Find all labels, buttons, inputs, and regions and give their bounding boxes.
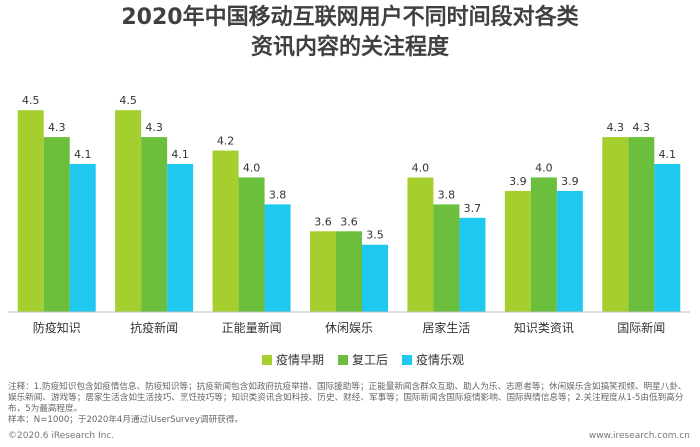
- bar-value-label-1-2: 4.1: [171, 148, 189, 161]
- bar-3-0: [310, 231, 336, 312]
- bar-5-1: [530, 177, 557, 312]
- bar-0-2: [69, 164, 96, 312]
- legend: 疫情早期 复工后 疫情乐观: [262, 351, 464, 368]
- bar-value-label-1-1: 4.3: [145, 121, 163, 134]
- bar-2-1: [238, 177, 265, 312]
- bar-value-label-3-2: 3.5: [366, 229, 384, 242]
- category-label-4: 居家生活: [422, 320, 470, 335]
- chart-note: 注释：1.防疫知识包含如疫情信息、防疫知识等；抗疫新闻包含如政府抗疫举措、国际援…: [8, 382, 692, 426]
- bar-0-0: [17, 110, 44, 312]
- chart-title-line-2: 资讯内容的关注程度: [250, 35, 449, 60]
- bar-value-label-2-0: 4.2: [217, 135, 235, 148]
- bar-value-label-3-0: 3.6: [314, 215, 332, 228]
- bar-5-0: [504, 190, 531, 312]
- bar-chart: 4.5 4.3 4.1 防疫知识 4.5 4.3 4.1 抗疫新闻 4.2 4.0 3.8 正能量新闻…: [8, 94, 690, 335]
- bar-4-1: [433, 204, 460, 312]
- bar-6-1: [628, 137, 655, 312]
- legend-label-resume-work: 复工后: [352, 353, 389, 367]
- category-label-3: 休闲娱乐: [325, 321, 373, 335]
- category-label-5: 知识类资讯: [514, 321, 574, 335]
- legend-item-optimistic: 疫情乐观: [402, 351, 464, 368]
- bar-1-2: [167, 164, 194, 312]
- bar-4-0: [407, 177, 434, 312]
- bar-2-0: [212, 150, 239, 312]
- bar-2-2: [264, 204, 291, 312]
- bar-6-0: [602, 137, 629, 312]
- category-label-1: 抗疫新闻: [130, 320, 178, 335]
- note-text: 注释：1.防疫知识包含如疫情信息、防疫知识等；抗疫新闻包含如政府抗疫举措、国际援…: [8, 382, 687, 414]
- bar-1-0: [115, 110, 142, 312]
- legend-label-optimistic: 疫情乐观: [416, 353, 465, 367]
- bar-value-label-6-2: 4.1: [659, 148, 677, 161]
- sample-text: 样本：N=1000；于2020年4月通过iUserSurvey调研获得。: [8, 415, 244, 425]
- chart-title-line-1: 2020年中国移动互联网用户不同时间段对各类: [121, 5, 579, 30]
- bar-value-label-2-1: 4.0: [243, 161, 261, 174]
- copyright: ©2020.6 iResearch Inc.: [8, 431, 115, 441]
- bar-5-2: [556, 190, 583, 312]
- bar-value-label-4-2: 3.7: [464, 202, 482, 215]
- legend-item-early: 疫情早期: [262, 351, 324, 368]
- legend-item-resume-work: 复工后: [338, 351, 388, 368]
- bar-value-label-5-2: 3.9: [561, 175, 579, 188]
- bar-value-label-0-2: 4.1: [74, 148, 92, 161]
- bar-value-label-2-2: 3.8: [269, 188, 287, 201]
- bar-6-2: [654, 164, 681, 312]
- bar-value-label-4-0: 4.0: [412, 161, 430, 174]
- bar-value-label-0-0: 4.5: [22, 94, 40, 107]
- bar-value-label-3-1: 3.6: [340, 215, 358, 228]
- legend-label-early: 疫情早期: [276, 353, 325, 367]
- bar-value-label-5-1: 4.0: [535, 161, 553, 174]
- category-label-6: 国际新闻: [617, 320, 665, 335]
- bar-value-label-4-1: 3.8: [438, 188, 456, 201]
- bar-value-label-6-1: 4.3: [633, 121, 651, 134]
- bar-value-label-0-1: 4.3: [48, 121, 66, 134]
- bar-value-label-5-0: 3.9: [509, 175, 527, 188]
- bar-value-label-6-0: 4.3: [607, 121, 625, 134]
- bar-value-label-1-0: 4.5: [119, 94, 137, 107]
- bar-0-1: [43, 137, 70, 312]
- category-label-0: 防疫知识: [33, 320, 81, 335]
- bar-3-1: [336, 231, 362, 312]
- bar-4-2: [459, 217, 486, 312]
- category-label-2: 正能量新闻: [222, 320, 282, 335]
- bar-1-1: [141, 137, 168, 312]
- website: www.iresearch.com.cn: [588, 431, 690, 441]
- bar-3-2: [362, 244, 388, 312]
- legend-swatch-resume-work: [338, 354, 349, 365]
- legend-swatch-optimistic: [402, 354, 413, 365]
- legend-swatch-early: [262, 354, 272, 365]
